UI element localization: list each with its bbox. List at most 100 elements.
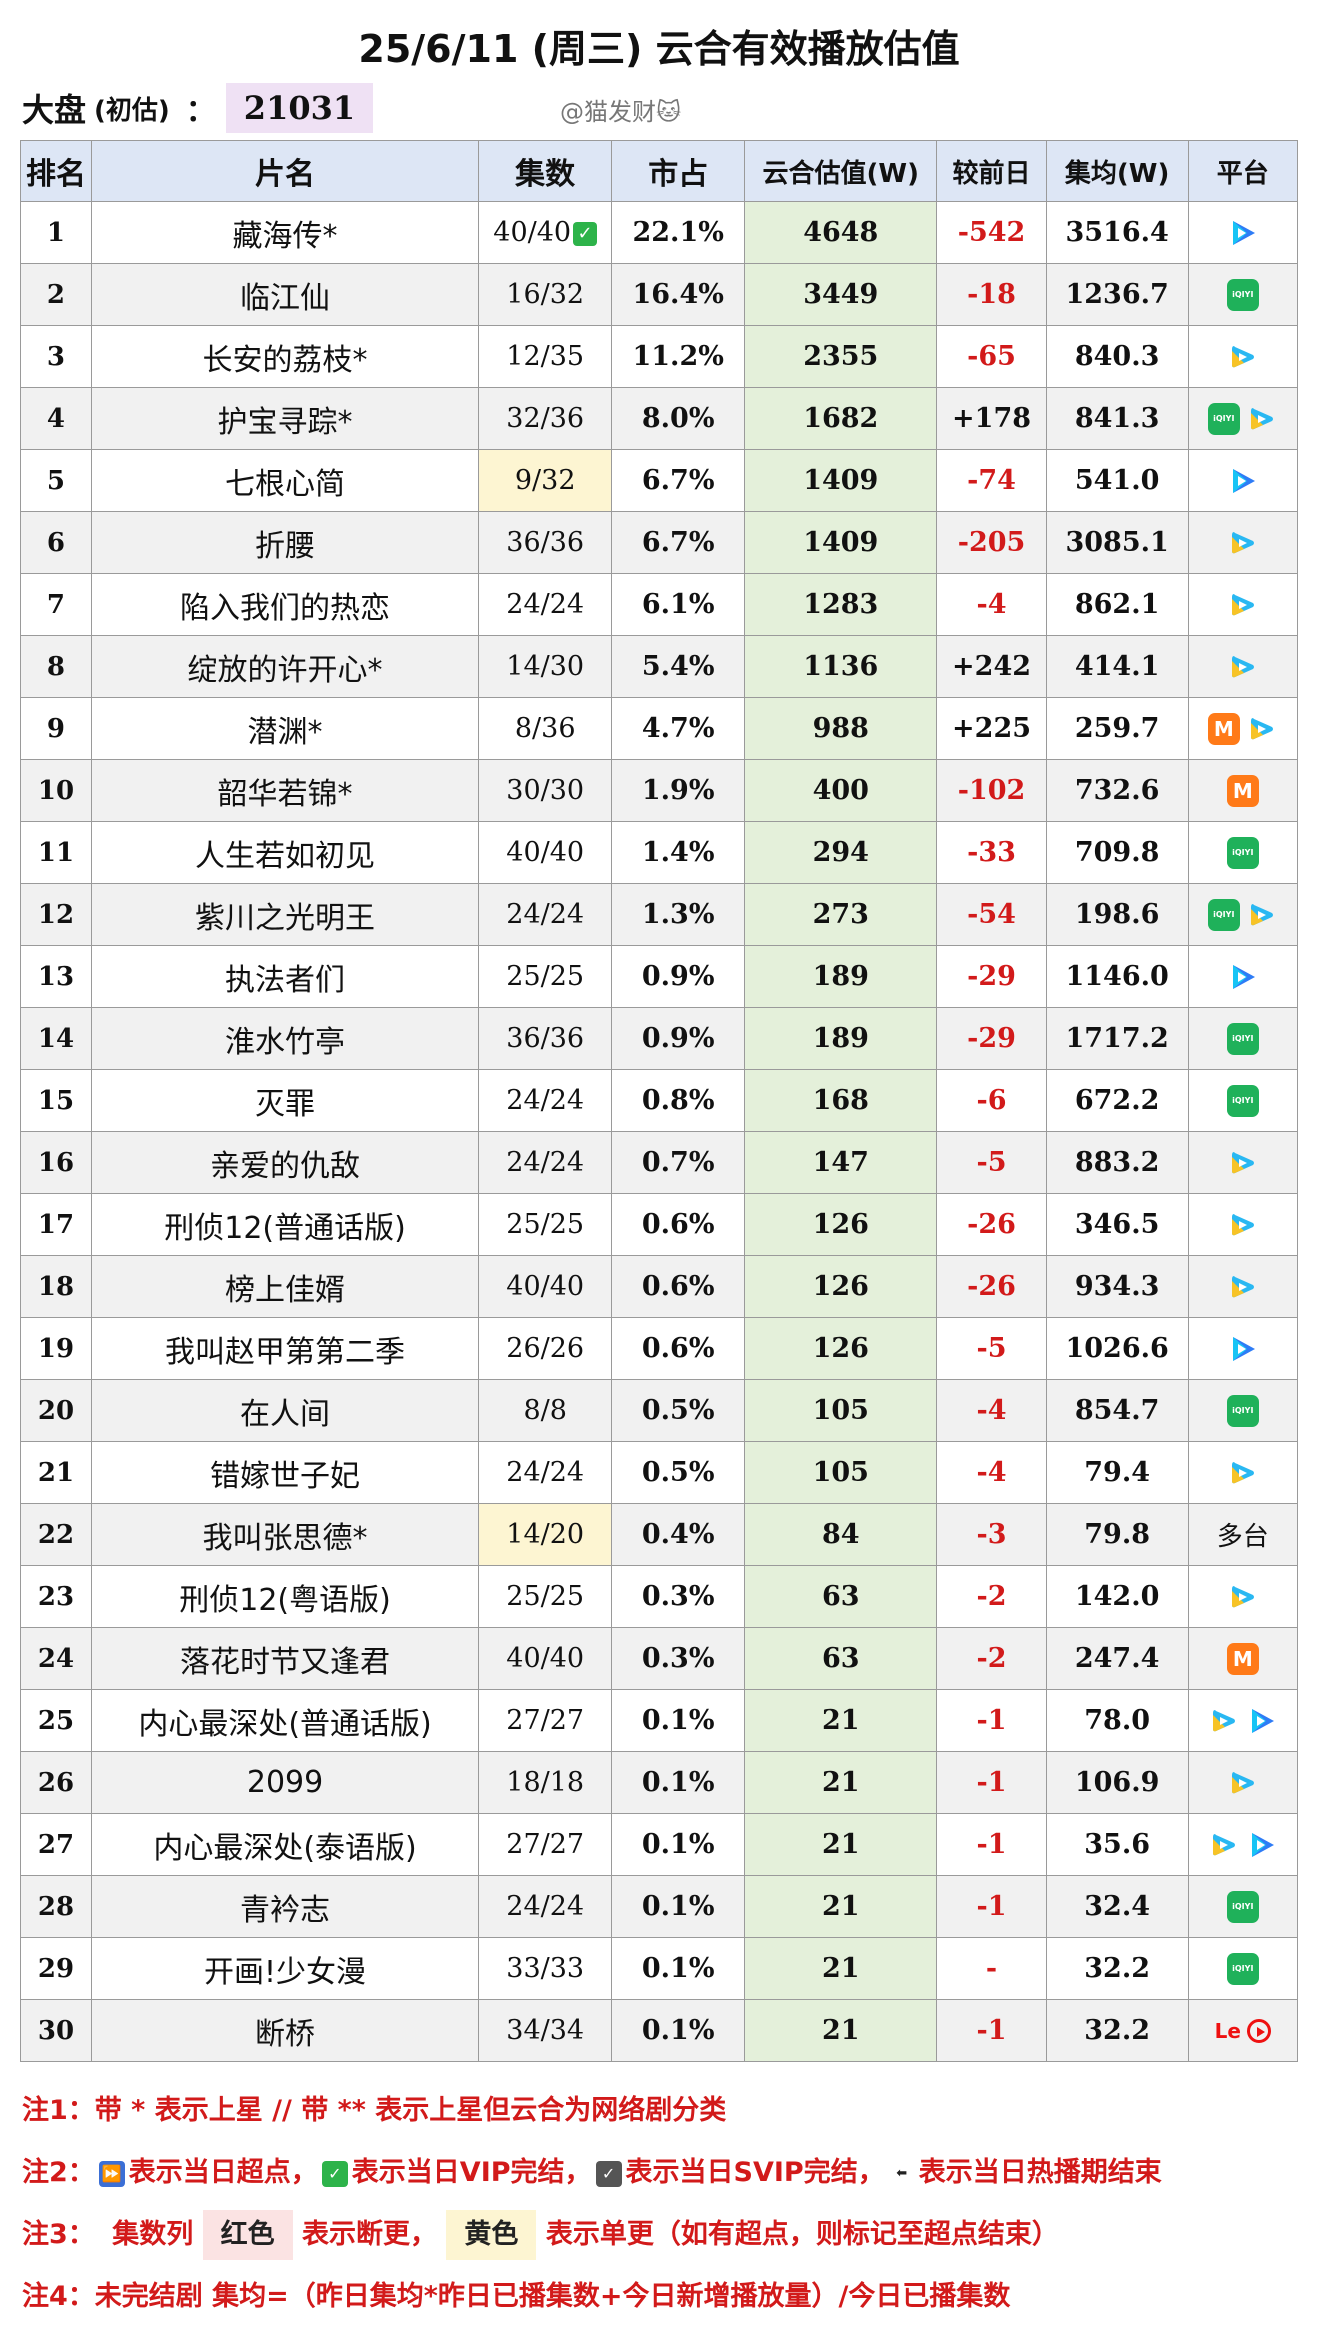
- title-cell: 内心最深处(普通话版): [90, 1689, 480, 1752]
- change-cell: -6: [936, 1069, 1047, 1132]
- platform-cell: [1187, 1689, 1299, 1752]
- share-cell: 0.7%: [611, 1131, 746, 1194]
- table-row: 20 在人间 8/8 0.5% 105 -4 854.7: [20, 1379, 1299, 1442]
- change-cell: -5: [936, 1317, 1047, 1380]
- header-episodes: 集数: [478, 140, 613, 202]
- average-cell: 32.4: [1045, 1875, 1189, 1938]
- value-cell: 126: [744, 1317, 938, 1380]
- average-cell: 732.6: [1045, 759, 1189, 822]
- share-cell: 0.6%: [611, 1193, 746, 1256]
- platform-cell: Le: [1187, 1999, 1299, 2062]
- platform-cell: [1187, 449, 1299, 512]
- title-cell: 错嫁世子妃: [90, 1441, 480, 1504]
- rank-cell: 18: [20, 1255, 92, 1318]
- note-1: 注1：带 * 表示上星 // 带 ** 表示上星但云合为网络剧分类: [22, 2095, 727, 2126]
- change-cell: -4: [936, 1441, 1047, 1504]
- change-cell: -4: [936, 573, 1047, 636]
- share-cell: 0.1%: [611, 1937, 746, 2000]
- platform-cell: [1187, 1131, 1299, 1194]
- value-cell: 1682: [744, 387, 938, 450]
- share-cell: 1.3%: [611, 883, 746, 946]
- value-cell: 1283: [744, 573, 938, 636]
- platform-cell: [1187, 573, 1299, 636]
- episodes-cell: 36/36: [478, 1007, 613, 1070]
- title-cell: 人生若如初见: [90, 821, 480, 884]
- value-cell: 400: [744, 759, 938, 822]
- youku-icon: [1227, 1147, 1259, 1179]
- share-cell: 11.2%: [611, 325, 746, 388]
- change-cell: -102: [936, 759, 1047, 822]
- table-row: 21 错嫁世子妃 24/24 0.5% 105 -4 79.4: [20, 1441, 1299, 1504]
- value-cell: 1409: [744, 511, 938, 574]
- platform-cell: [1187, 1751, 1299, 1814]
- episodes-text: 36/36: [506, 1023, 585, 1054]
- episodes-cell: 26/26: [478, 1317, 613, 1380]
- end-arrow-icon: ⬅: [896, 2165, 908, 2181]
- youku-icon: [1227, 341, 1259, 373]
- episodes-cell: 27/27: [478, 1689, 613, 1752]
- change-cell: -26: [936, 1255, 1047, 1318]
- page-title: 25/6/11 (周三) 云合有效播放估值: [358, 27, 960, 71]
- episodes-cell: 9/32: [478, 449, 613, 512]
- table-row: 1 藏海传* 40/40 ✓ 22.1% 4648 -542 3516.4: [20, 201, 1299, 264]
- episodes-cell: 25/25: [478, 1193, 613, 1256]
- title-cell: 刑侦12(粤语版): [90, 1565, 480, 1628]
- note-2-a: 表示当日超点，: [128, 2157, 318, 2188]
- table-row: 16 亲爱的仇敌 24/24 0.7% 147 -5 883.2: [20, 1131, 1299, 1194]
- average-cell: 1236.7: [1045, 263, 1189, 326]
- change-cell: -33: [936, 821, 1047, 884]
- note-3-red: 红色: [202, 2210, 293, 2260]
- summary-value: 21031: [225, 83, 374, 133]
- episodes-cell: 24/24: [478, 1875, 613, 1938]
- platform-cell: 多台: [1187, 1503, 1299, 1566]
- platform-cell: [1187, 945, 1299, 1008]
- table-row: 8 绽放的许开心* 14/30 5.4% 1136 +242 414.1: [20, 635, 1299, 698]
- share-cell: 0.3%: [611, 1627, 746, 1690]
- average-cell: 32.2: [1045, 1937, 1189, 2000]
- table-row: 7 陷入我们的热恋 24/24 6.1% 1283 -4 862.1: [20, 573, 1299, 636]
- summary-label: 大盘: [22, 91, 87, 129]
- platform-cell: [1187, 1813, 1299, 1876]
- episodes-cell: 18/18: [478, 1751, 613, 1814]
- ranking-table: 排名 片名 集数 市占 云合估值(W) 较前日 集均(W) 平台 1 藏海传* 40…: [20, 140, 1299, 2062]
- header-change: 较前日: [936, 140, 1047, 202]
- episodes-cell: 14/30: [478, 635, 613, 698]
- youku-icon: [1227, 1271, 1259, 1303]
- episodes-text: 40/40: [506, 837, 585, 868]
- platform-cell: [1187, 387, 1299, 450]
- title-cell: 藏海传*: [90, 201, 480, 264]
- title-cell: 2099: [90, 1751, 480, 1814]
- rank-cell: 3: [20, 325, 92, 388]
- platform-cell: [1187, 759, 1299, 822]
- table-row: 6 折腰 36/36 6.7% 1409 -205 3085.1: [20, 511, 1299, 574]
- change-cell: -1: [936, 1875, 1047, 1938]
- iqiyi-icon: [1226, 1084, 1259, 1117]
- table-row: 9 潜渊* 8/36 4.7% 988 +225 259.7: [20, 697, 1299, 760]
- platform-cell: [1187, 1875, 1299, 1938]
- platform-cell: [1187, 511, 1299, 574]
- youku-icon: [1227, 527, 1259, 559]
- episodes-text: 36/36: [506, 527, 585, 558]
- rank-cell: 5: [20, 449, 92, 512]
- share-cell: 8.0%: [611, 387, 746, 450]
- title-cell: 潜渊*: [90, 697, 480, 760]
- value-cell: 189: [744, 945, 938, 1008]
- episodes-text: 24/24: [506, 1891, 585, 1922]
- table-row: 14 淮水竹亭 36/36 0.9% 189 -29 1717.2: [20, 1007, 1299, 1070]
- title-cell: 断桥: [90, 1999, 480, 2062]
- change-cell: -3: [936, 1503, 1047, 1566]
- rank-cell: 27: [20, 1813, 92, 1876]
- platform-cell: [1187, 1627, 1299, 1690]
- average-cell: 35.6: [1045, 1813, 1189, 1876]
- note-3: 注3： 集数列 红色 表示断更， 黄色 表示单更（如有超点，则标记至超点结束）: [22, 2204, 1302, 2266]
- youku-icon: [1227, 1767, 1259, 1799]
- change-cell: -74: [936, 449, 1047, 512]
- tencent-video-icon: [1246, 1829, 1278, 1861]
- table-row: 19 我叫赵甲第第二季 26/26 0.6% 126 -5 1026.6: [20, 1317, 1299, 1380]
- youku-icon: [1246, 713, 1278, 745]
- rank-cell: 21: [20, 1441, 92, 1504]
- note-2-d: 表示当日热播期结束: [918, 2157, 1162, 2188]
- tencent-video-icon: [1227, 1333, 1259, 1365]
- average-cell: 78.0: [1045, 1689, 1189, 1752]
- market-summary: 大盘 (初估) ： 21031: [22, 80, 374, 136]
